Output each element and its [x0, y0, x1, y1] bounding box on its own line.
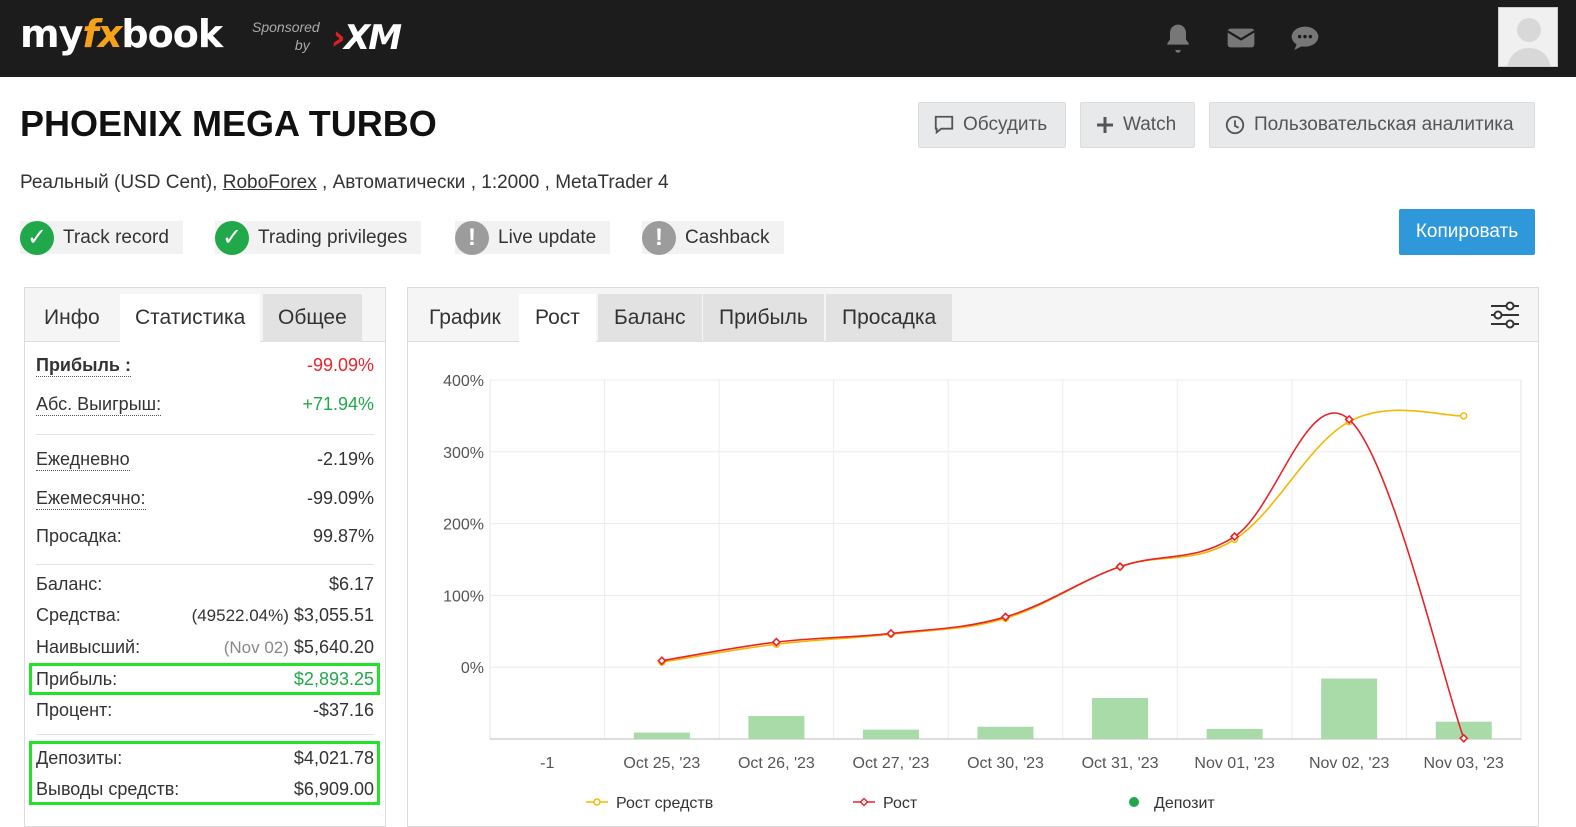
- deposit-bar: [633, 732, 690, 739]
- stats-panel: Инфо Статистика Общее Прибыль : -99.09% …: [24, 287, 386, 827]
- legend-marker: [593, 798, 601, 806]
- page-title: PHOENIX MEGA TURBO: [20, 103, 437, 144]
- bell-icon[interactable]: [1162, 22, 1194, 54]
- deposit-bar: [862, 729, 919, 739]
- tab-profit[interactable]: Прибыль: [703, 294, 824, 342]
- x-tick-label: Nov 01, '23: [1194, 755, 1275, 772]
- y-tick-label: 0%: [461, 660, 484, 677]
- watch-button[interactable]: Watch: [1080, 102, 1195, 148]
- x-tick-label: Oct 30, '23: [967, 755, 1044, 772]
- chat-icon[interactable]: [1289, 22, 1321, 54]
- tab-growth[interactable]: Рост: [519, 294, 596, 342]
- tab-general[interactable]: Общее: [263, 294, 362, 342]
- envelope-icon[interactable]: [1225, 22, 1257, 54]
- exclamation-circle-icon: !: [642, 220, 676, 255]
- x-tick-label: Oct 27, '23: [853, 755, 930, 772]
- tab-chart[interactable]: График: [429, 306, 501, 329]
- tab-balance[interactable]: Баланс: [598, 294, 702, 342]
- stats-tabs: Инфо Статистика Общее: [25, 288, 385, 342]
- badge-track-record[interactable]: ✓ Track record: [20, 220, 183, 255]
- chart-panel: График Рост Баланс Прибыль Просадка -1 Oc…: [407, 287, 1539, 827]
- legend-label: Рост: [883, 795, 918, 812]
- legend-marker: [1129, 797, 1139, 807]
- data-point: [1115, 562, 1125, 572]
- x-tick-label: Oct 25, '23: [623, 755, 700, 772]
- highlight-box-profit: [29, 663, 380, 695]
- deposit-bar: [1206, 728, 1263, 739]
- check-circle-icon: ✓: [215, 220, 249, 255]
- data-point: [1344, 414, 1354, 425]
- tab-info[interactable]: Инфо: [44, 306, 100, 329]
- user-avatar[interactable]: [1498, 7, 1558, 67]
- legend-label: Депозит: [1154, 795, 1215, 812]
- chart-tabs: График Рост Баланс Прибыль Просадка: [408, 288, 1538, 342]
- data-point: [657, 656, 667, 666]
- deposit-bar: [977, 726, 1034, 739]
- highlight-box-deposits: [29, 741, 380, 805]
- data-point: [1229, 531, 1240, 542]
- comment-icon: [934, 115, 954, 135]
- copy-button[interactable]: Копировать: [1399, 209, 1535, 255]
- y-tick-label: 100%: [443, 588, 484, 605]
- y-tick-label: 400%: [443, 373, 484, 390]
- plus-icon: [1097, 117, 1113, 133]
- deposit-bar: [1321, 678, 1378, 739]
- data-point: [886, 628, 896, 639]
- custom-analytics-button[interactable]: Пользовательская аналитика: [1209, 102, 1535, 148]
- data-point: [1460, 412, 1468, 420]
- tab-statistics[interactable]: Статистика: [120, 294, 261, 342]
- divider: [36, 434, 374, 435]
- discuss-button[interactable]: Обсудить: [918, 102, 1066, 148]
- badge-cashback[interactable]: ! Cashback: [642, 220, 784, 255]
- deposit-bar: [1435, 721, 1492, 739]
- x-tick-label: Nov 02, '23: [1309, 755, 1390, 772]
- growth-chart[interactable]: -1 Oct 25, '23 Oct 26, '23 Oct 27, '23 Oct 3…: [408, 342, 1538, 826]
- check-circle-icon: ✓: [20, 220, 54, 255]
- deposit-bar: [748, 715, 805, 739]
- divider: [36, 734, 374, 735]
- x-tick-label: Oct 26, '23: [738, 755, 815, 772]
- data-point: [1459, 733, 1469, 743]
- y-tick-label: 200%: [443, 517, 484, 534]
- tab-drawdown[interactable]: Просадка: [826, 294, 953, 342]
- divider: [36, 564, 374, 565]
- chart-settings-icon[interactable]: [1488, 298, 1522, 332]
- top-bar: myfxbook Sponsored by ›XM: [0, 0, 1576, 77]
- badge-trading-privileges[interactable]: ✓ Trading privileges: [215, 220, 422, 255]
- user-icon: [1507, 18, 1551, 66]
- x-tick-label: -1: [540, 755, 554, 772]
- x-tick-label: Nov 03, '23: [1424, 755, 1505, 772]
- xm-logo[interactable]: ›XM: [332, 18, 402, 58]
- myfxbook-logo[interactable]: myfxbook: [20, 12, 223, 56]
- deposit-bar: [1092, 697, 1149, 739]
- broker-link[interactable]: RoboForex: [222, 172, 317, 193]
- data-point: [1000, 612, 1011, 622]
- account-info: Реальный (USD Cent), RoboForex , Автомат…: [20, 172, 669, 193]
- legend-marker: [859, 797, 869, 807]
- sponsored-label: Sponsored by: [252, 19, 320, 53]
- exclamation-circle-icon: !: [455, 220, 489, 255]
- clock-icon: [1225, 115, 1245, 135]
- data-point: [771, 637, 782, 647]
- y-tick-label: 300%: [443, 445, 484, 462]
- legend-label: Рост средств: [616, 795, 713, 812]
- badge-live-update[interactable]: ! Live update: [455, 220, 611, 255]
- x-tick-label: Oct 31, '23: [1082, 755, 1159, 772]
